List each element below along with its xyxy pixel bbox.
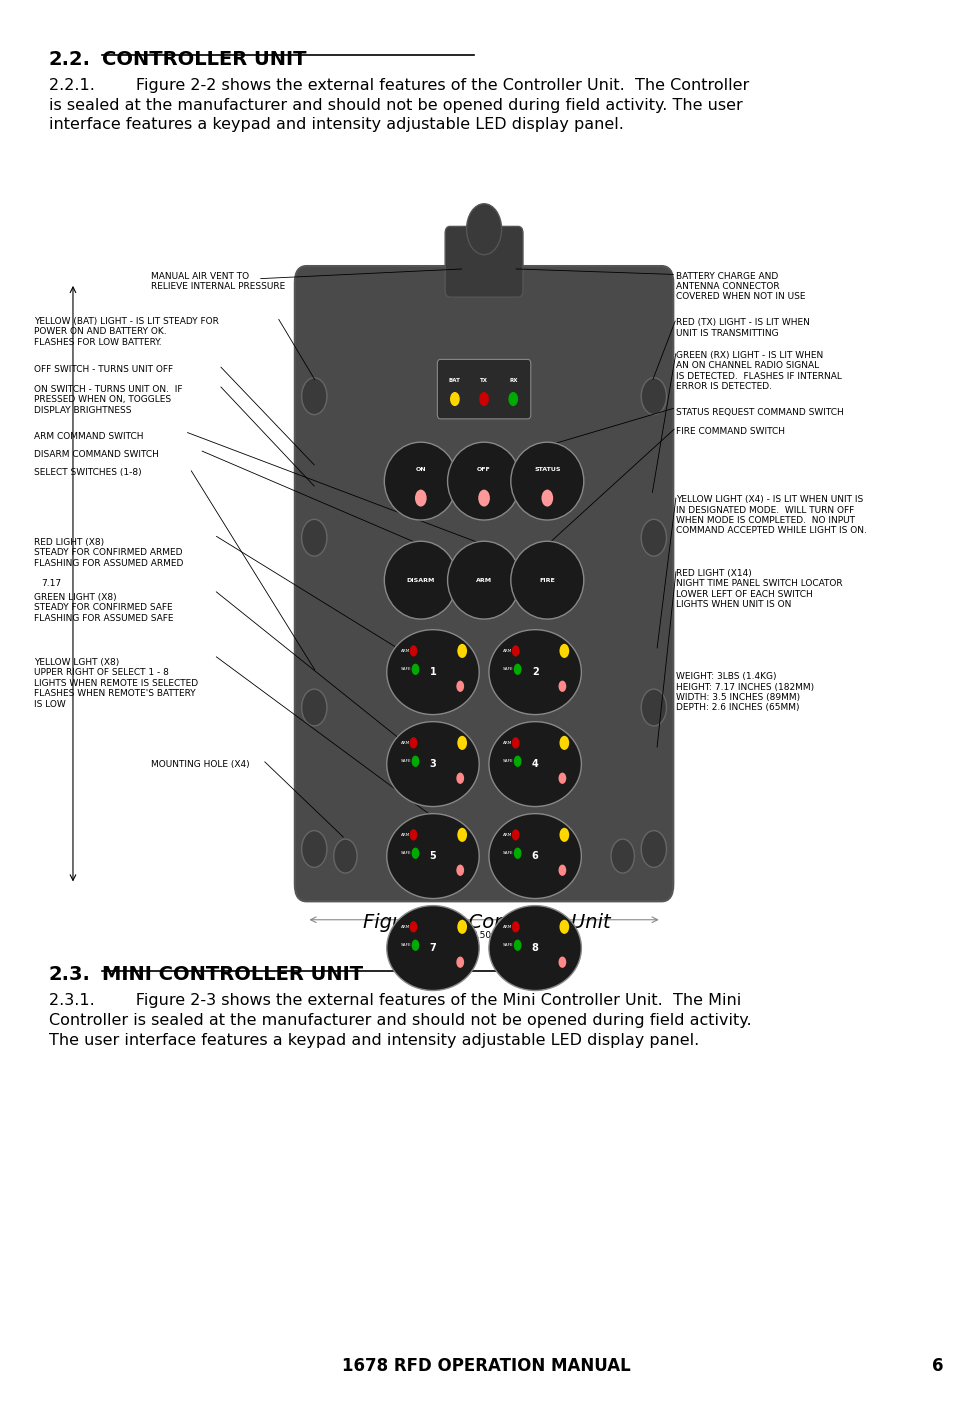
Text: Figure 2-2 Controller Unit: Figure 2-2 Controller Unit [363, 913, 610, 931]
Text: ARM: ARM [401, 741, 411, 744]
Text: ARM: ARM [503, 925, 513, 928]
Circle shape [641, 689, 667, 726]
Text: ARM: ARM [401, 925, 411, 928]
Text: 2.2.1.        Figure 2-2 shows the external features of the Controller Unit.  Th: 2.2.1. Figure 2-2 shows the external fea… [49, 78, 749, 133]
Circle shape [512, 737, 520, 749]
Ellipse shape [387, 630, 480, 715]
Text: OFF SWITCH - TURNS UNIT OFF: OFF SWITCH - TURNS UNIT OFF [34, 365, 173, 374]
FancyBboxPatch shape [446, 226, 523, 297]
Text: SAFE: SAFE [503, 668, 513, 671]
Text: ON SWITCH - TURNS UNIT ON.  IF
PRESSED WHEN ON, TOGGLES
DISPLAY BRIGHTNESS: ON SWITCH - TURNS UNIT ON. IF PRESSED WH… [34, 385, 183, 415]
Text: GREEN LIGHT (X8)
STEADY FOR CONFIRMED SAFE
FLASHING FOR ASSUMED SAFE: GREEN LIGHT (X8) STEADY FOR CONFIRMED SA… [34, 593, 173, 623]
Circle shape [410, 645, 417, 657]
Text: SAFE: SAFE [503, 944, 513, 947]
Text: 1678 RFD OPERATION MANUAL: 1678 RFD OPERATION MANUAL [342, 1357, 631, 1375]
Circle shape [559, 644, 569, 658]
Text: YELLOW LIGHT (X4) - IS LIT WHEN UNIT IS
IN DESIGNATED MODE.  WILL TURN OFF
WHEN : YELLOW LIGHT (X4) - IS LIT WHEN UNIT IS … [676, 495, 867, 535]
Text: GREEN (RX) LIGHT - IS LIT WHEN
AN ON CHANNEL RADIO SIGNAL
IS DETECTED.  FLASHES : GREEN (RX) LIGHT - IS LIT WHEN AN ON CHA… [676, 351, 842, 391]
Circle shape [467, 204, 502, 255]
Circle shape [457, 644, 467, 658]
Text: YELLOW LGHT (X8)
UPPER RIGHT OF SELECT 1 - 8
LIGHTS WHEN REMOTE IS SELECTED
FLAS: YELLOW LGHT (X8) UPPER RIGHT OF SELECT 1… [34, 658, 198, 709]
Text: SELECT SWITCHES (1-8): SELECT SWITCHES (1-8) [34, 468, 142, 477]
Ellipse shape [387, 814, 480, 899]
Circle shape [559, 828, 569, 842]
Circle shape [509, 392, 519, 406]
Text: 3.500: 3.500 [471, 931, 497, 940]
Circle shape [450, 392, 460, 406]
Circle shape [479, 490, 490, 507]
Circle shape [302, 519, 327, 556]
Ellipse shape [387, 722, 480, 807]
Circle shape [514, 940, 522, 951]
Text: ARM: ARM [401, 649, 411, 652]
Text: 3: 3 [430, 758, 436, 770]
Text: 1: 1 [430, 666, 436, 678]
FancyBboxPatch shape [438, 359, 531, 419]
Ellipse shape [511, 541, 584, 620]
Circle shape [457, 920, 467, 934]
Text: 6: 6 [532, 850, 538, 862]
Circle shape [457, 828, 467, 842]
Text: BAT: BAT [449, 378, 461, 383]
Circle shape [456, 865, 464, 876]
Text: 2.3.1.        Figure 2-3 shows the external features of the Mini Controller Unit: 2.3.1. Figure 2-3 shows the external fea… [49, 993, 751, 1049]
Text: SAFE: SAFE [401, 944, 411, 947]
Circle shape [559, 920, 569, 934]
Text: FIRE: FIRE [539, 577, 556, 583]
Circle shape [457, 736, 467, 750]
Text: ARM COMMAND SWITCH: ARM COMMAND SWITCH [34, 432, 144, 440]
Text: RX: RX [509, 378, 518, 383]
Ellipse shape [384, 541, 457, 620]
Text: 2: 2 [532, 666, 538, 678]
Circle shape [410, 737, 417, 749]
Text: 6: 6 [932, 1357, 944, 1375]
Circle shape [302, 378, 327, 415]
Ellipse shape [511, 441, 584, 519]
Text: SAFE: SAFE [401, 760, 411, 763]
Circle shape [512, 921, 520, 932]
Text: 8: 8 [531, 942, 539, 954]
Text: ARM: ARM [401, 833, 411, 836]
Circle shape [611, 839, 634, 873]
Text: 5: 5 [430, 850, 436, 862]
Text: BATTERY CHARGE AND
ANTENNA CONNECTOR
COVERED WHEN NOT IN USE: BATTERY CHARGE AND ANTENNA CONNECTOR COV… [676, 272, 806, 301]
Circle shape [412, 756, 419, 767]
Circle shape [456, 773, 464, 784]
Ellipse shape [387, 906, 480, 990]
Text: DISARM COMMAND SWITCH: DISARM COMMAND SWITCH [34, 450, 159, 458]
Circle shape [415, 490, 427, 507]
Ellipse shape [489, 630, 582, 715]
Circle shape [559, 773, 566, 784]
Text: 7: 7 [430, 942, 436, 954]
Text: STATUS REQUEST COMMAND SWITCH: STATUS REQUEST COMMAND SWITCH [676, 408, 844, 416]
Text: ARM: ARM [476, 577, 492, 583]
Text: 4: 4 [532, 758, 538, 770]
Text: ON: ON [415, 467, 426, 473]
Circle shape [514, 756, 522, 767]
Text: 2.3.: 2.3. [49, 965, 90, 983]
Text: TX: TX [480, 378, 488, 383]
Text: RED (TX) LIGHT - IS LIT WHEN
UNIT IS TRANSMITTING: RED (TX) LIGHT - IS LIT WHEN UNIT IS TRA… [676, 318, 811, 338]
Circle shape [559, 681, 566, 692]
Text: WEIGHT: 3LBS (1.4KG)
HEIGHT: 7.17 INCHES (182MM)
WIDTH: 3.5 INCHES (89MM)
DEPTH:: WEIGHT: 3LBS (1.4KG) HEIGHT: 7.17 INCHES… [676, 672, 814, 712]
Text: MOUNTING HOLE (X4): MOUNTING HOLE (X4) [151, 760, 249, 768]
Circle shape [641, 831, 667, 867]
Text: SAFE: SAFE [401, 668, 411, 671]
Circle shape [641, 378, 667, 415]
Circle shape [456, 957, 464, 968]
Circle shape [559, 865, 566, 876]
Ellipse shape [448, 541, 521, 620]
Circle shape [541, 490, 553, 507]
Text: 2.2.: 2.2. [49, 50, 90, 68]
Circle shape [480, 392, 489, 406]
Circle shape [412, 848, 419, 859]
Text: MINI CONTROLLER UNIT: MINI CONTROLLER UNIT [102, 965, 363, 983]
Circle shape [514, 848, 522, 859]
Circle shape [559, 736, 569, 750]
Text: SAFE: SAFE [401, 852, 411, 855]
Circle shape [641, 519, 667, 556]
Text: ARM: ARM [503, 833, 513, 836]
FancyBboxPatch shape [295, 266, 673, 901]
Ellipse shape [489, 814, 582, 899]
Circle shape [302, 689, 327, 726]
